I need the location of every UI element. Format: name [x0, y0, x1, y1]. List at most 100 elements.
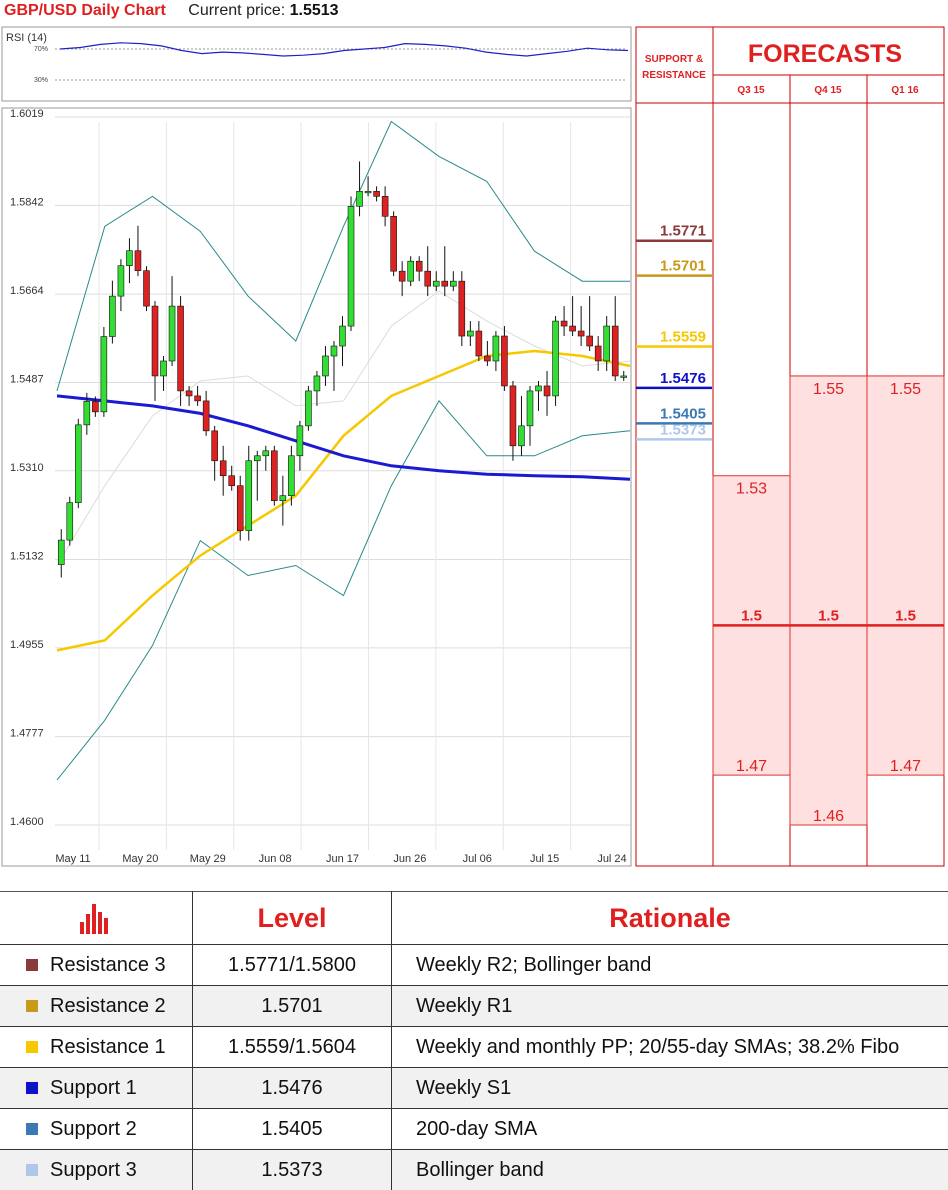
candle-bull: [246, 461, 252, 531]
candle-bull: [348, 206, 354, 326]
candle-bull: [297, 426, 303, 456]
candle-bull: [280, 496, 286, 501]
row-level: 1.5476: [193, 1068, 392, 1109]
candle-bull: [169, 306, 175, 361]
forecast-low-label: 1.47: [736, 758, 767, 775]
x-tick-label: May 20: [122, 853, 158, 865]
candle-bull: [518, 426, 524, 446]
candle-bull: [365, 191, 371, 193]
row-name: Resistance 2: [50, 995, 166, 1017]
candle-bull: [75, 425, 81, 503]
candle-bear: [510, 386, 516, 446]
x-tick-label: Jun 08: [259, 853, 292, 865]
sr-level-label: 1.5405: [660, 405, 706, 422]
candle-bear: [391, 216, 397, 271]
x-tick-label: Jun 17: [326, 853, 359, 865]
candle-bear: [178, 306, 184, 391]
row-rationale: Weekly S1: [392, 1068, 948, 1109]
rsi-panel: RSI (14) 70% 30%: [2, 27, 631, 101]
candle-bear: [144, 271, 150, 306]
forecast-low-label: 1.46: [813, 808, 844, 825]
candle-bear: [382, 196, 388, 216]
swatch-resistance-1: [26, 1041, 38, 1053]
candle-bull: [467, 331, 473, 336]
candle-bull: [254, 456, 260, 461]
candle-bear: [561, 321, 567, 326]
forecasts-title: FORECASTS: [748, 40, 902, 68]
y-tick-label: 1.5664: [10, 285, 44, 297]
table-row: Resistance 3 1.5771/1.5800 Weekly R2; Bo…: [0, 945, 948, 986]
x-tick-label: Jun 26: [393, 853, 426, 865]
header-rationale: Rationale: [609, 903, 731, 933]
candle-bull: [109, 296, 115, 336]
row-name: Support 3: [50, 1159, 137, 1181]
y-tick-label: 1.5310: [10, 462, 44, 474]
forecast-high-label: 1.55: [813, 381, 844, 398]
candle-bear: [135, 251, 141, 271]
candle-bear: [271, 451, 277, 501]
candle-bear: [442, 281, 448, 286]
candle-bull: [536, 386, 542, 391]
candle-bull: [621, 376, 627, 378]
row-level: 1.5559/1.5604: [193, 1027, 392, 1068]
plot-frame: [2, 108, 631, 866]
candle-bull: [357, 191, 363, 206]
candle-bull: [84, 401, 90, 424]
x-tick-label: May 29: [190, 853, 226, 865]
table-row: Support 3 1.5373 Bollinger band: [0, 1150, 948, 1190]
candle-bull: [58, 540, 64, 564]
sr-level-label: 1.5701: [660, 258, 706, 275]
row-level: 1.5771/1.5800: [193, 945, 392, 986]
sr-level-label: 1.5476: [660, 370, 706, 387]
candle-bear: [587, 336, 593, 346]
forecast-range: [790, 376, 867, 825]
swatch-resistance-3: [26, 959, 38, 971]
chart-canvas: RSI (14) 70% 30% 1.6019 1.5842 1.5664 1.548…: [0, 0, 948, 875]
row-rationale: Bollinger band: [392, 1150, 948, 1190]
candle-bull: [553, 321, 559, 396]
candle-bear: [476, 331, 482, 356]
y-tick-label: 1.4777: [10, 728, 44, 740]
forecast-mid-label: 1.5: [818, 607, 839, 624]
y-tick-label: 1.5487: [10, 373, 44, 385]
bar-chart-icon: [78, 900, 114, 936]
row-name: Resistance 3: [50, 954, 166, 976]
candle-bear: [612, 326, 618, 376]
x-tick-label: Jul 06: [463, 853, 492, 865]
forecast-high-label: 1.53: [736, 481, 767, 498]
candle-bear: [374, 191, 380, 196]
table-row: Support 2 1.5405 200-day SMA: [0, 1109, 948, 1150]
forecast-range: [867, 376, 944, 775]
candle-bear: [92, 401, 98, 411]
candle-bear: [237, 486, 243, 531]
row-name: Support 2: [50, 1118, 137, 1140]
candle-bull: [340, 326, 346, 346]
sr-level-label: 1.5559: [660, 329, 706, 346]
sr-label-1: SUPPORT &: [645, 54, 703, 65]
candle-bear: [229, 476, 235, 486]
swatch-support-2: [26, 1123, 38, 1135]
swatch-support-1: [26, 1082, 38, 1094]
candle-bull: [305, 391, 311, 426]
candle-bear: [399, 271, 405, 281]
candle-bear: [212, 431, 218, 461]
forecast-panel: SUPPORT & RESISTANCE FORECASTS Q3 15 Q4 …: [636, 27, 944, 866]
quarter-q1: Q1 16: [891, 85, 919, 96]
y-tick-label: 1.5842: [10, 196, 44, 208]
candle-bull: [433, 281, 439, 286]
y-tick-label: 1.6019: [10, 108, 44, 120]
forecast-mid-label: 1.5: [741, 607, 762, 624]
candle-bull: [450, 281, 456, 286]
candle-bear: [425, 271, 431, 286]
quarter-q4: Q4 15: [814, 85, 842, 96]
x-tick-label: May 11: [55, 853, 90, 865]
row-rationale: Weekly R2; Bollinger band: [392, 945, 948, 986]
candle-bull: [314, 376, 320, 391]
rsi-lower-label: 30%: [34, 77, 48, 84]
row-rationale: Weekly R1: [392, 986, 948, 1027]
candle-bull: [604, 326, 610, 361]
candle-bear: [152, 306, 158, 376]
y-tick-label: 1.5132: [10, 551, 44, 563]
rsi-label: RSI (14): [6, 32, 47, 44]
candle-bear: [484, 356, 490, 361]
